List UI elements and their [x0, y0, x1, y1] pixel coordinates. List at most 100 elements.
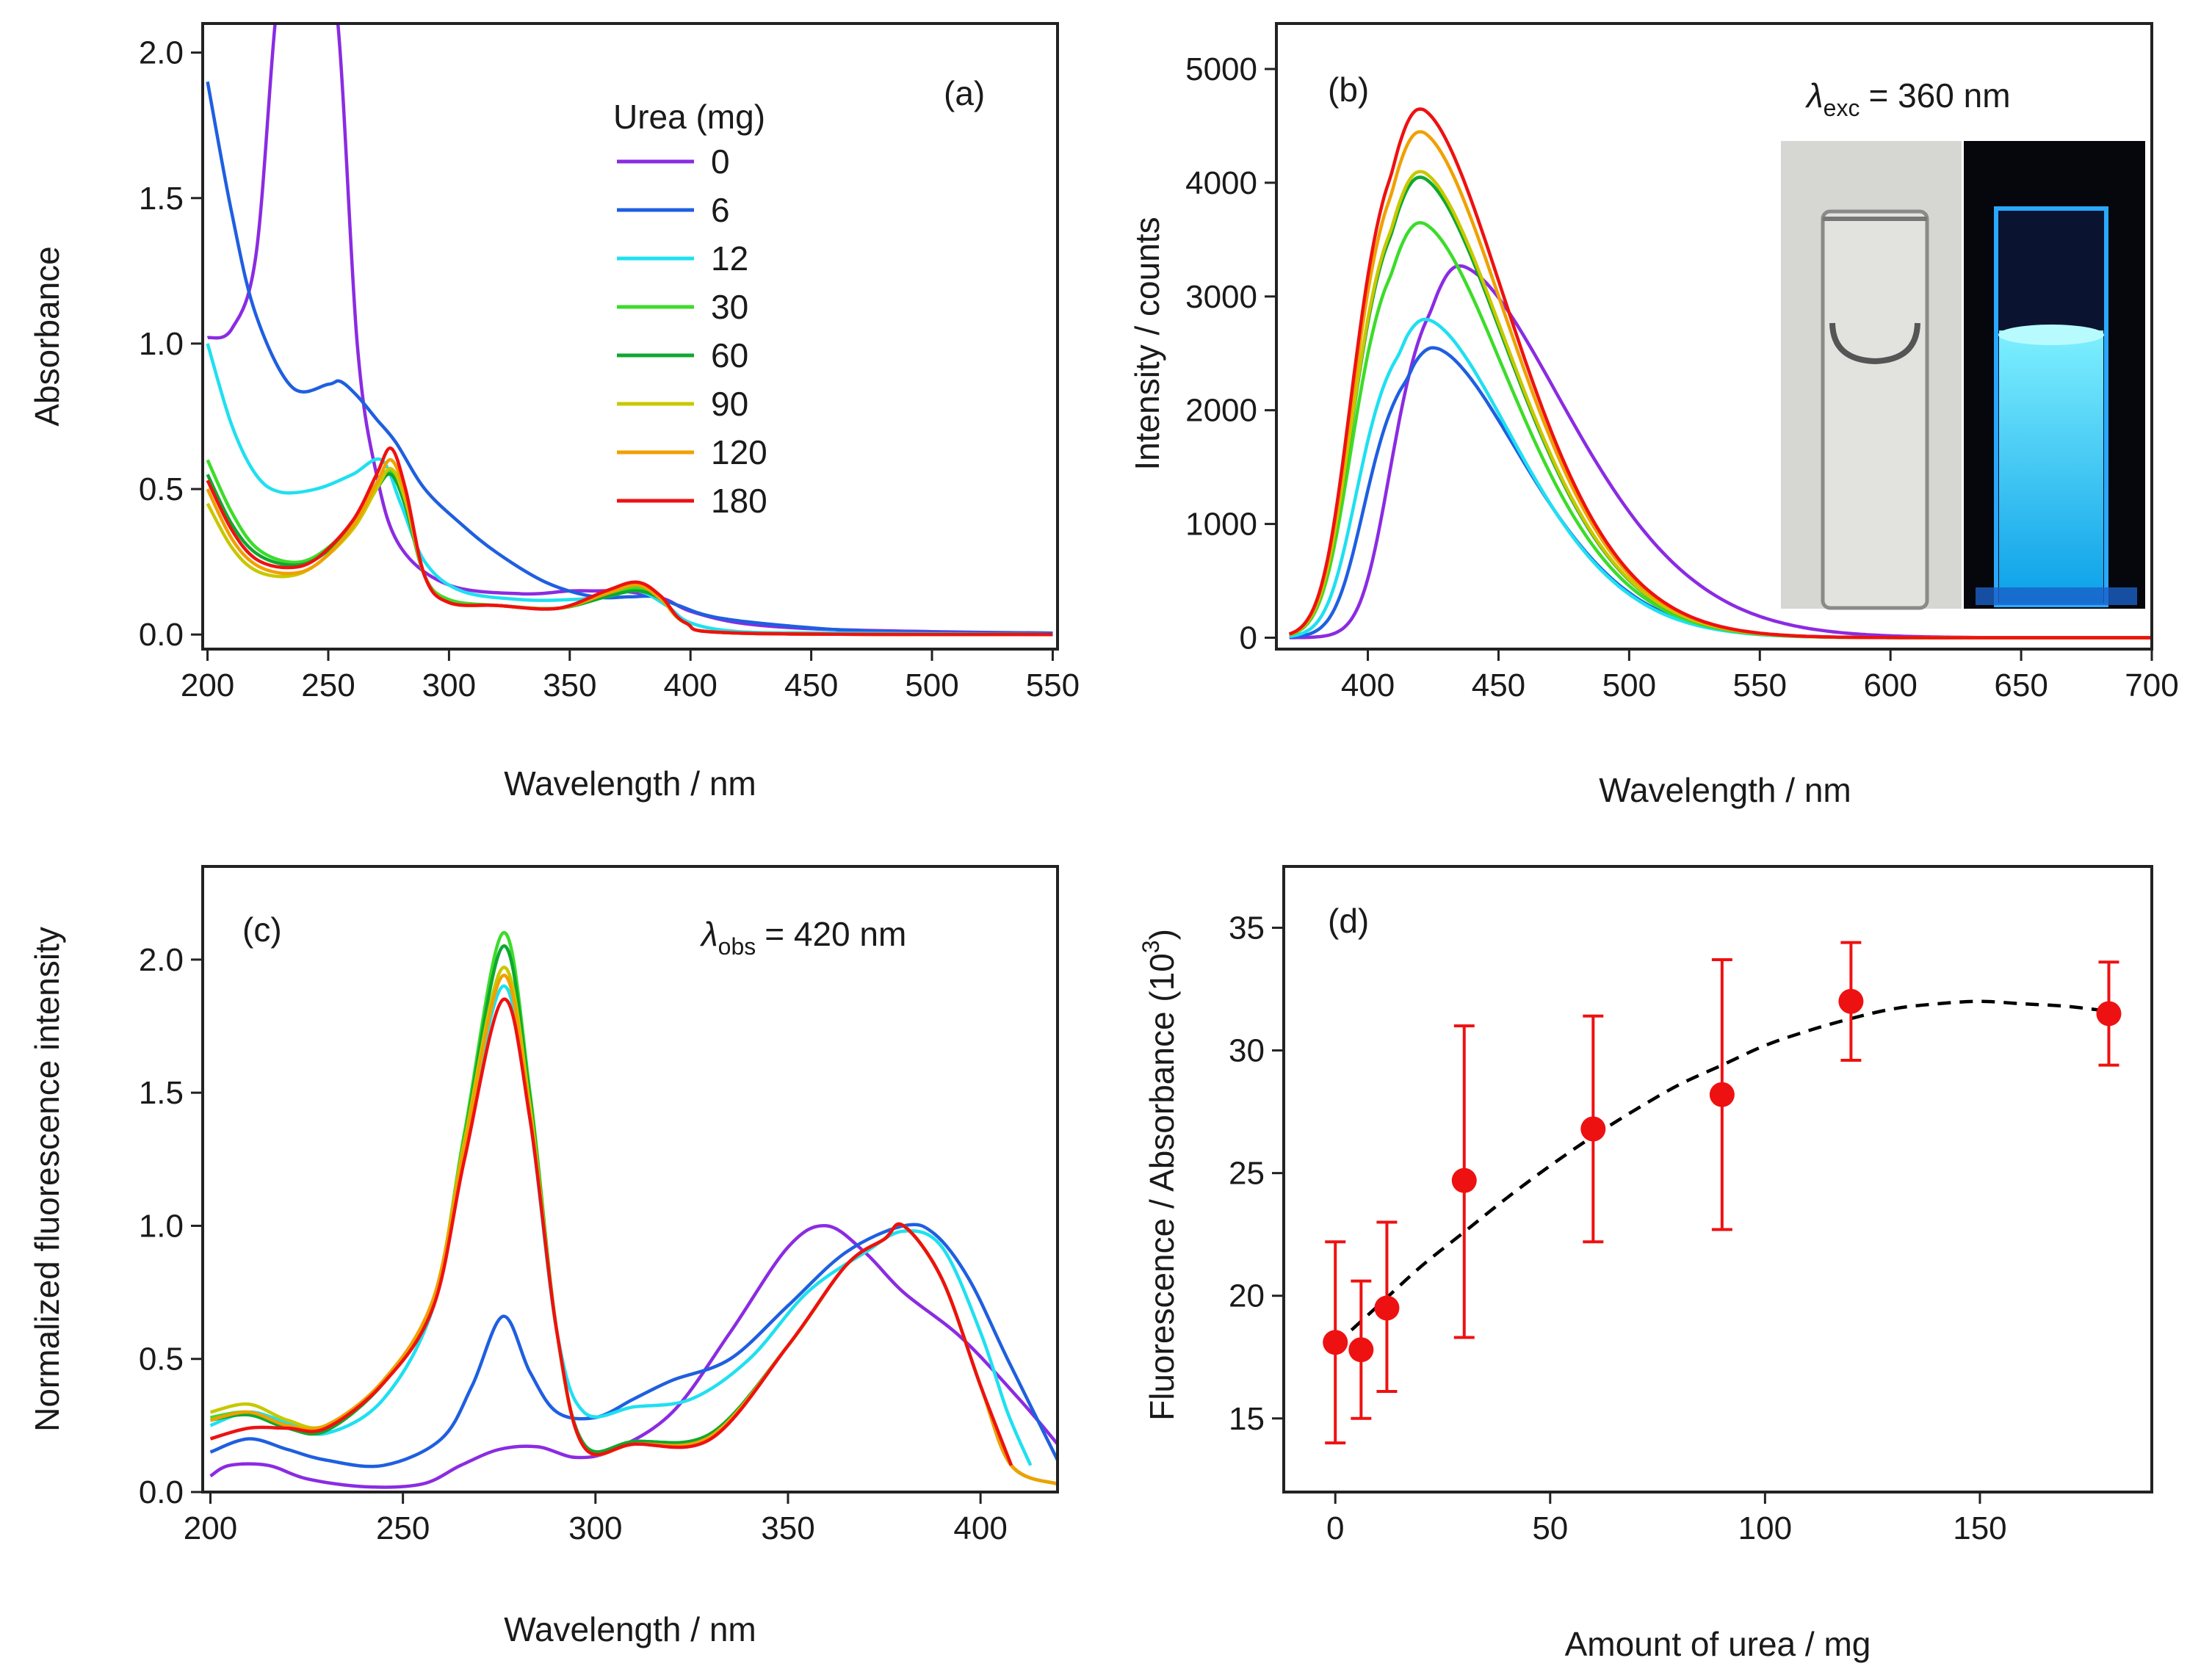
y-axis-label-close: ) [1143, 929, 1181, 940]
series-line-60 [206, 472, 1053, 637]
y-axis-label: Fluorescence / Absorbance (103) [1138, 929, 1181, 1421]
x-tick-label: 350 [543, 667, 596, 703]
y-tick-label: 0.0 [139, 617, 184, 653]
y-tick-label: 30 [1229, 1033, 1265, 1069]
legend: Urea (mg) 0 6 12 30 60 90 120 180 [613, 98, 767, 520]
panel-d-ratio-chart: 0 50 100 150 15 20 25 30 35 (d) Amount of urea /… [1138, 865, 2153, 1663]
plot-frame [1282, 865, 2153, 1493]
plot-frame [1275, 22, 2153, 651]
series-line-0 [209, 1224, 1058, 1489]
legend-label: 90 [711, 385, 748, 423]
series-line-60 [210, 944, 1058, 1486]
legend-item: 180 [617, 482, 767, 520]
y-tick-label: 15 [1229, 1401, 1265, 1437]
legend-label: 0 [711, 142, 730, 181]
x-tick-label: 0 [1326, 1510, 1344, 1546]
y-tick-label: 0.0 [139, 1474, 184, 1510]
x-tick-label: 500 [1602, 667, 1656, 703]
x-tick-label: 550 [1026, 667, 1080, 703]
panel-c-excitation-chart: 200 250 300 350 400 0.0 0.5 1.0 1.5 2.0 (c) λobs =… [28, 865, 1059, 1648]
cuvette-uv-liquid [1999, 330, 2103, 604]
x-tick-label: 650 [1994, 667, 2048, 703]
series-line-6 [209, 1223, 1058, 1469]
series-line-90 [206, 466, 1053, 637]
data-point [1709, 1082, 1735, 1107]
x-tick-label: 500 [905, 667, 958, 703]
series-line-30 [210, 931, 1058, 1486]
x-tick-label: 350 [761, 1510, 814, 1546]
legend-item: 120 [617, 433, 767, 471]
x-tick-label: 250 [301, 667, 355, 703]
y-tick-label: 35 [1229, 910, 1265, 946]
x-tick-label: 700 [2125, 667, 2178, 703]
x-tick-label: 50 [1532, 1510, 1568, 1546]
y-tick-label: 0 [1240, 620, 1257, 656]
excitation-annotation: λexc = 360 nm [1804, 76, 2011, 121]
x-tick-label: 400 [953, 1510, 1007, 1546]
plot-frame [201, 22, 1059, 651]
legend-title: Urea (mg) [613, 98, 765, 136]
y-axis-label-main: Fluorescence / Absorbance (10 [1143, 953, 1181, 1421]
legend-item: 0 [617, 142, 730, 181]
x-tick-label: 550 [1733, 667, 1787, 703]
data-point [1838, 988, 1864, 1014]
y-axis-label: Normalized fluorescence intensity [28, 927, 66, 1432]
data-point [2096, 1001, 2122, 1027]
panel-b-emission-chart: 400 450 500 550 600 650 700 0 1000 2000 3000 4000 50… [1128, 22, 2179, 809]
series-line-6 [206, 81, 1053, 635]
observation-annotation: λobs = 420 nm [699, 915, 906, 960]
y-tick-label: 2.0 [139, 942, 184, 978]
x-tick-label: 200 [184, 1510, 237, 1546]
x-tick-label: 450 [784, 667, 838, 703]
y-tick-label: 2000 [1185, 393, 1257, 429]
data-point [1451, 1167, 1477, 1193]
annotation-value: = 420 nm [765, 915, 906, 953]
x-tick-label: 100 [1738, 1510, 1792, 1546]
panel-label: (c) [242, 910, 282, 949]
x-axis-label: Amount of urea / mg [1565, 1625, 1871, 1663]
data-point [1374, 1295, 1400, 1321]
cuvette-uv-base-glow [1976, 587, 2137, 605]
x-tick-label: 200 [181, 667, 234, 703]
x-axis-label: Wavelength / nm [504, 764, 756, 803]
legend-label: 120 [711, 433, 767, 471]
legend-item: 30 [617, 288, 748, 326]
x-tick-label: 450 [1472, 667, 1525, 703]
x-tick-label: 250 [376, 1510, 430, 1546]
cuvette-daylight-body [1821, 209, 1929, 610]
legend-label: 6 [711, 191, 730, 229]
series-line-180 [209, 997, 1013, 1466]
y-tick-label: 3000 [1185, 279, 1257, 315]
y-tick-label: 5000 [1185, 51, 1257, 87]
series-line-180 [206, 446, 1053, 637]
legend-label: 180 [711, 482, 767, 520]
lambda-symbol: λ [1804, 76, 1824, 115]
y-tick-label: 0.5 [139, 471, 184, 507]
fit-curve [1334, 999, 2109, 1347]
x-axis-label: Wavelength / nm [1599, 771, 1851, 809]
y-tick-label: 1.0 [139, 326, 184, 362]
cuvette-uv-meniscus [1998, 325, 2104, 345]
x-tick-label: 400 [1341, 667, 1395, 703]
panel-label: (b) [1328, 70, 1369, 109]
data-point [1323, 1330, 1348, 1355]
cuvette-photo-icon [1781, 141, 2145, 610]
y-axis-label: Absorbance [28, 246, 66, 427]
legend-label: 30 [711, 288, 748, 326]
series-line-180 [1288, 107, 2152, 640]
data-point [1348, 1337, 1374, 1363]
legend-item: 6 [617, 191, 730, 229]
legend-label: 12 [711, 239, 748, 278]
y-tick-label: 1000 [1185, 507, 1257, 543]
legend-item: 12 [617, 239, 748, 278]
y-tick-label: 1.0 [139, 1208, 184, 1244]
plot-frame [201, 865, 1059, 1493]
legend-item: 60 [617, 336, 748, 374]
x-tick-label: 150 [1953, 1510, 2006, 1546]
series-line-120 [206, 458, 1053, 637]
cuvette-daylight-meniscus [1829, 322, 1920, 365]
panel-label: (a) [944, 74, 985, 112]
annotation-value: = 360 nm [1868, 76, 2010, 115]
panel-label: (d) [1328, 902, 1369, 940]
